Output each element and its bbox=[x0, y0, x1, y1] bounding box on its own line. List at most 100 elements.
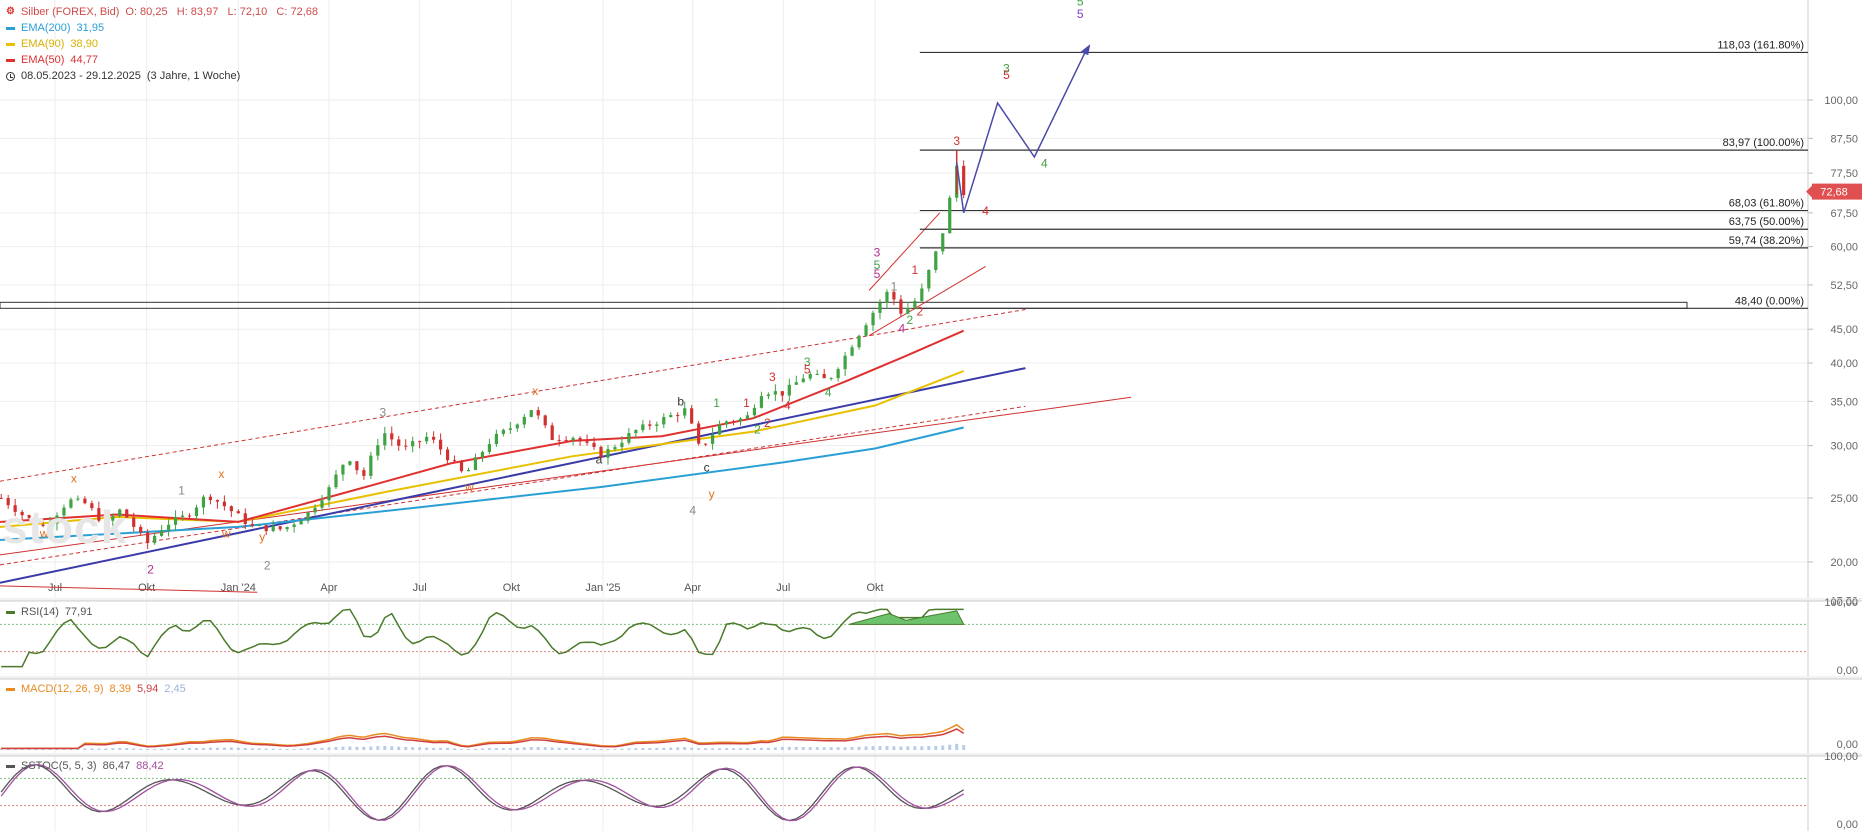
x-tick-label: Jul bbox=[48, 582, 62, 594]
wave-label: 1 bbox=[178, 484, 185, 498]
fib-level-label: 48,40 (0.00%) bbox=[1735, 295, 1804, 307]
sstoc-value-2: 88,42 bbox=[136, 760, 164, 772]
sstoc-value-1: 86,47 bbox=[102, 760, 131, 772]
candle-body bbox=[173, 516, 178, 525]
macd-histogram-bar bbox=[278, 748, 282, 750]
candle-body bbox=[899, 299, 903, 314]
wave-label: 5 bbox=[804, 362, 811, 376]
wave-label: 1 bbox=[891, 279, 898, 293]
candle-body bbox=[878, 302, 882, 313]
legend-ema50[interactable]: EMA(50) 44,77 bbox=[6, 52, 318, 68]
macd-histogram-bar bbox=[704, 748, 708, 750]
candle-body bbox=[892, 291, 896, 300]
fib-level-label: 63,75 (50.00%) bbox=[1729, 216, 1804, 228]
candle-body bbox=[683, 408, 687, 416]
macd-histogram-bar bbox=[515, 747, 519, 750]
y-tick-label: 60,00 bbox=[1830, 242, 1858, 254]
rsi-top-tick: 100,00 bbox=[1824, 597, 1858, 609]
macd-histogram-bar bbox=[6, 749, 10, 750]
candle-body bbox=[745, 415, 750, 419]
candle-body bbox=[355, 461, 359, 471]
candle-body bbox=[41, 524, 45, 526]
macd-histogram-bar bbox=[829, 747, 833, 750]
y-tick-label: 77,50 bbox=[1830, 168, 1858, 180]
candle-body bbox=[564, 440, 568, 442]
wave-label: 1 bbox=[713, 396, 720, 410]
candle-body bbox=[376, 445, 380, 456]
macd-histogram-bar bbox=[613, 749, 617, 750]
ema200-label: EMA(200) bbox=[21, 22, 71, 34]
wave-label: 5 bbox=[1077, 0, 1084, 8]
y-tick-label: 45,00 bbox=[1830, 324, 1858, 336]
macd-histogram-bar bbox=[599, 748, 603, 750]
candle-body bbox=[166, 524, 171, 531]
macd-histogram-bar bbox=[801, 747, 805, 750]
candle-body bbox=[494, 433, 498, 445]
candle-body bbox=[97, 508, 101, 521]
candle-body bbox=[773, 391, 777, 395]
candle-body bbox=[306, 512, 310, 521]
ema200-value: 31,95 bbox=[76, 22, 105, 34]
macd-histogram-bar bbox=[892, 746, 896, 750]
chart-legend: ⚙ Silber (FOREX, Bid) O: 80,25 H: 83,97 … bbox=[6, 4, 318, 84]
candle-body bbox=[717, 424, 722, 435]
instrument-name[interactable]: Silber (FOREX, Bid) bbox=[20, 6, 120, 18]
candle-body bbox=[724, 421, 729, 425]
candle-body bbox=[927, 269, 931, 289]
candle-body bbox=[139, 526, 143, 533]
candle-body bbox=[83, 498, 87, 504]
macd-histogram-bar bbox=[808, 747, 812, 750]
sstoc-legend[interactable]: SSTOC(5, 5, 3) 86,47 88,42 bbox=[6, 760, 164, 772]
wave-label: 4 bbox=[825, 385, 832, 399]
macd-histogram-bar bbox=[745, 748, 749, 750]
candle-body bbox=[906, 308, 910, 314]
macd-histogram-bar bbox=[418, 747, 422, 750]
macd-histogram-bar bbox=[641, 748, 645, 750]
macd-histogram-bar bbox=[557, 747, 561, 750]
upper-channel-line bbox=[0, 309, 1026, 482]
rsi-label: RSI(14) bbox=[21, 606, 59, 618]
candle-body bbox=[320, 500, 324, 508]
macd-histogram-bar bbox=[250, 748, 254, 750]
wave-label: 3 bbox=[769, 370, 776, 384]
macd-legend[interactable]: MACD(12, 26, 9) 8,39 5,94 2,45 bbox=[6, 683, 186, 695]
candle-body bbox=[780, 391, 784, 396]
instrument-header: ⚙ Silber (FOREX, Bid) O: 80,25 H: 83,97 … bbox=[6, 4, 318, 20]
rsi-legend[interactable]: RSI(14) 77,91 bbox=[6, 606, 92, 618]
y-tick-label: 30,00 bbox=[1830, 441, 1858, 453]
ema-line bbox=[1, 370, 965, 528]
candle-body bbox=[48, 523, 52, 526]
wave-label: 4 bbox=[982, 204, 989, 218]
candle-body bbox=[445, 449, 450, 461]
macd-histogram-bar bbox=[411, 747, 415, 750]
macd-histogram-bar bbox=[229, 747, 233, 750]
date-range-row[interactable]: 08.05.2023 - 29.12.2025 (3 Jahre, 1 Woch… bbox=[6, 68, 318, 84]
candle-body bbox=[934, 251, 938, 270]
support-zone-box bbox=[0, 301, 1688, 309]
candle-body bbox=[801, 378, 805, 383]
macd-histogram-bar bbox=[341, 746, 345, 750]
macd-histogram-bar bbox=[627, 748, 631, 750]
clock-icon bbox=[6, 71, 15, 81]
macd-histogram-bar bbox=[501, 748, 505, 750]
macd-histogram-bar bbox=[676, 747, 680, 750]
candle-body bbox=[704, 443, 708, 445]
candle-body bbox=[187, 515, 192, 517]
candle-body bbox=[278, 526, 282, 530]
candle-body bbox=[501, 429, 505, 434]
range-note: (3 Jahre, 1 Woche) bbox=[146, 70, 241, 82]
candle-body bbox=[404, 445, 408, 447]
macd-histogram-bar bbox=[453, 748, 457, 750]
candle-body bbox=[808, 374, 812, 379]
legend-ema200[interactable]: EMA(200) 31,95 bbox=[6, 20, 318, 36]
blue-trend-line bbox=[0, 367, 1026, 584]
macd-histogram-bar bbox=[369, 746, 373, 750]
macd-histogram-bar bbox=[522, 747, 526, 750]
macd-histogram-bar bbox=[711, 748, 715, 750]
macd-histogram-bar bbox=[878, 746, 882, 750]
ema50-swatch bbox=[6, 58, 15, 62]
legend-ema90[interactable]: EMA(90) 38,90 bbox=[6, 36, 318, 52]
candle-body bbox=[641, 424, 645, 431]
macd-histogram-bar bbox=[243, 748, 247, 750]
